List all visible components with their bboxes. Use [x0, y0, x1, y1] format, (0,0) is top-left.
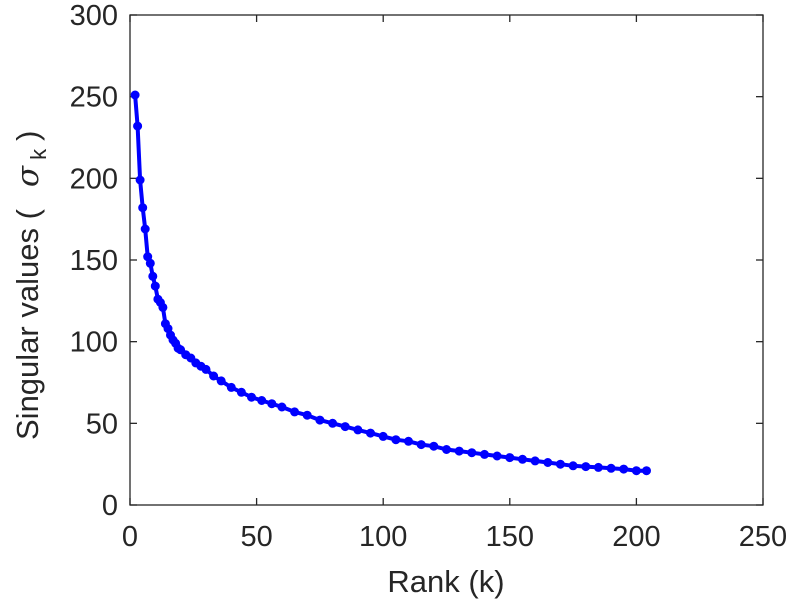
- data-point: [366, 428, 375, 438]
- data-point: [148, 271, 158, 281]
- x-tick-label: 150: [486, 521, 534, 553]
- y-tick-label: 0: [102, 490, 118, 522]
- x-tick-label: 0: [122, 521, 138, 553]
- data-point: [378, 431, 388, 441]
- data-point: [480, 449, 489, 459]
- data-point: [555, 459, 565, 469]
- y-axis-title-suffix: ): [10, 131, 45, 141]
- y-tick-label: 100: [70, 327, 118, 359]
- series-layer: [130, 90, 651, 476]
- data-point: [404, 436, 413, 446]
- data-point: [257, 396, 267, 405]
- data-point: [518, 454, 527, 464]
- data-point: [505, 453, 515, 463]
- y-tick-label: 300: [70, 0, 118, 32]
- y-axis-title-symbol: σ: [10, 165, 46, 187]
- data-point: [391, 435, 401, 445]
- data-point: [416, 440, 426, 450]
- data-point: [454, 446, 464, 456]
- data-point: [467, 448, 477, 458]
- y-tick-label: 200: [70, 163, 118, 195]
- data-point: [133, 121, 143, 131]
- data-point: [315, 415, 325, 425]
- data-point: [247, 392, 256, 402]
- data-point: [302, 410, 312, 420]
- data-point: [429, 441, 439, 451]
- data-point: [216, 376, 226, 386]
- data-point: [209, 371, 219, 381]
- y-axis-title-prefix: Singular values (: [10, 208, 45, 440]
- data-point: [631, 466, 641, 476]
- x-tick-labels: 0 50 100 150 200 250: [122, 521, 787, 553]
- data-point: [267, 399, 277, 409]
- data-point: [130, 90, 140, 100]
- y-axis-title-subscript: k: [26, 148, 51, 160]
- data-point: [328, 418, 338, 428]
- data-point: [442, 445, 451, 454]
- data-point: [581, 462, 591, 472]
- x-tick-label: 250: [739, 521, 787, 553]
- y-tick-label: 250: [70, 82, 118, 114]
- data-point: [642, 466, 651, 476]
- data-point: [158, 302, 168, 312]
- data-point: [543, 458, 553, 467]
- x-axis-title: Rank (k): [387, 564, 504, 599]
- data-point: [340, 422, 350, 432]
- data-point: [593, 462, 603, 472]
- svg-text:Singular values ( σ: Singular values ( σ k ): [10, 131, 51, 440]
- data-point: [145, 258, 155, 268]
- plot-area: [129, 14, 764, 506]
- x-tick-label: 50: [240, 521, 272, 553]
- data-point: [530, 456, 540, 466]
- data-point: [568, 461, 578, 471]
- data-point: [619, 464, 629, 474]
- data-point: [606, 463, 616, 473]
- data-point: [201, 364, 211, 374]
- data-point: [135, 175, 145, 185]
- y-axis-title: Singular values ( σ k ): [10, 131, 51, 440]
- data-point: [353, 425, 363, 435]
- y-tick-label: 150: [70, 245, 118, 277]
- data-point: [226, 382, 236, 392]
- data-point: [290, 407, 300, 417]
- x-tick-label: 100: [359, 521, 407, 553]
- data-point: [277, 402, 287, 412]
- data-point: [138, 203, 148, 213]
- y-tick-label: 50: [86, 408, 118, 440]
- y-tick-labels: 0 50 100 150 200 250 300: [70, 0, 118, 522]
- data-point: [236, 387, 246, 397]
- data-point: [492, 451, 502, 461]
- data-point: [140, 224, 150, 234]
- x-tick-label: 200: [612, 521, 660, 553]
- data-point: [150, 281, 160, 291]
